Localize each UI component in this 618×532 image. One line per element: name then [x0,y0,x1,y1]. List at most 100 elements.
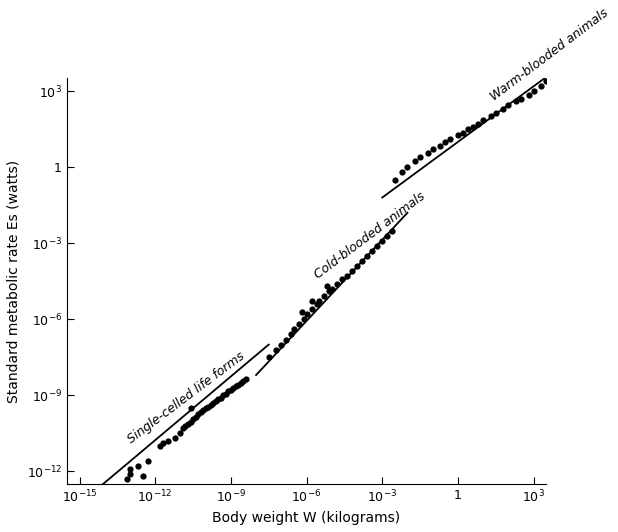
Point [122,475,132,483]
Point [473,120,483,128]
Point [446,135,455,144]
Point [138,472,148,481]
Point [314,297,324,306]
Point [486,112,496,121]
Point [294,320,304,329]
Point [372,242,382,250]
Point [307,297,316,306]
Point [218,391,228,400]
Point [241,375,251,383]
Point [320,292,329,301]
Point [158,439,167,448]
Point [458,129,468,137]
Point [511,97,521,105]
Point [77,493,87,501]
Point [390,176,400,184]
Point [297,307,307,316]
Point [190,413,200,421]
Point [423,149,433,157]
Point [236,378,246,387]
Point [498,105,508,113]
Point [185,418,195,426]
Point [196,408,206,416]
Point [383,231,392,240]
Point [143,457,153,466]
Point [337,275,347,283]
Point [410,156,420,165]
Point [188,415,198,423]
Point [112,485,122,493]
Point [311,300,321,308]
Point [504,101,514,109]
Point [324,287,334,296]
Point [491,109,501,117]
Point [133,462,143,470]
Point [229,384,239,392]
Point [193,410,203,419]
Point [362,252,372,260]
Point [171,434,180,443]
Point [377,236,387,245]
Point [387,226,397,235]
Point [226,386,236,395]
Point [289,325,299,334]
Point [523,90,533,99]
Text: Warm-blooded animals: Warm-blooded animals [488,7,611,104]
Point [327,285,337,293]
Point [281,335,291,344]
Point [69,493,79,501]
Point [208,398,218,407]
Point [347,267,357,276]
Point [221,390,231,398]
Point [322,282,332,290]
Point [216,394,226,402]
Point [516,94,526,103]
Point [213,395,223,403]
Point [415,153,425,161]
Point [428,145,438,154]
Point [203,402,213,411]
Point [435,142,445,150]
Point [223,387,233,396]
Point [402,163,412,171]
Point [276,340,286,349]
Point [155,442,165,450]
Y-axis label: Standard metabolic rate Es (watts): Standard metabolic rate Es (watts) [7,160,21,403]
Point [211,397,221,405]
Point [287,330,297,339]
Point [541,77,551,85]
Point [299,315,309,323]
Point [342,272,352,280]
Point [185,404,195,412]
Point [239,377,248,386]
Point [176,429,185,438]
Text: Single-celled life forms: Single-celled life forms [125,350,247,446]
Text: Cold-blooded animals: Cold-blooded animals [311,189,427,281]
Point [75,497,85,506]
Point [536,82,546,90]
Point [468,122,478,131]
Point [271,345,281,354]
Point [463,125,473,134]
Point [87,490,97,498]
Point [528,87,538,95]
Point [125,464,135,473]
Point [357,256,367,265]
Point [180,421,190,430]
Point [198,406,208,414]
Point [307,305,316,313]
Point [178,424,188,433]
Point [302,310,311,319]
Point [206,401,216,409]
Point [163,437,173,445]
Point [231,382,241,390]
Point [453,131,463,140]
Point [72,495,82,503]
Point [264,353,274,362]
Point [332,279,342,288]
X-axis label: Body weight W (kilograms): Body weight W (kilograms) [213,511,400,525]
Point [82,487,92,496]
Point [125,470,135,478]
Point [397,168,407,177]
Point [201,404,211,412]
